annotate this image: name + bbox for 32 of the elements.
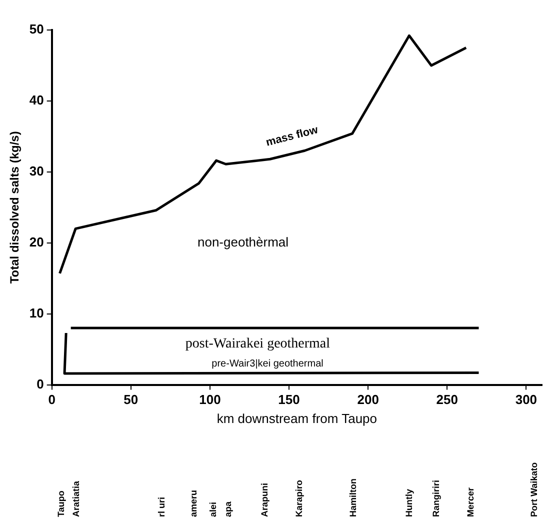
y-tick-label: 0 — [36, 376, 44, 392]
x-tick-label: 100 — [199, 392, 221, 408]
text: Karapiro — [294, 479, 304, 517]
annotation: mass flow — [264, 124, 320, 149]
x-axis-title: km downstream from Taupo — [216, 410, 378, 426]
text: Arapuni — [260, 482, 270, 517]
text: Aratiatia — [70, 480, 81, 517]
y-tick-label: 50 — [29, 22, 44, 37]
text: apa — [222, 500, 233, 517]
x-tick-label: 250 — [436, 392, 458, 408]
y-tick-label: 40 — [29, 92, 44, 108]
text: rl uri — [156, 496, 167, 517]
text: Taupo — [56, 490, 66, 517]
annotation: post-Wairakei geothermal — [185, 336, 330, 352]
x-tick-label: 200 — [357, 392, 379, 408]
annotation: pre-Wair3|kei geothermal — [212, 358, 324, 370]
y-tick-label: 30 — [29, 164, 44, 178]
text: ameru — [188, 490, 198, 517]
text: Huntly — [404, 489, 414, 517]
annotation: non-geothèrmal — [197, 234, 289, 250]
x-tick-label: 50 — [124, 392, 138, 408]
text: Hamilton — [348, 478, 358, 517]
text: Rangiriri — [431, 480, 442, 517]
y-axis-title: Total dissolved salts (kg/s) — [8, 131, 22, 284]
y-tick-label: 20 — [29, 234, 44, 250]
x-tick-label: 300 — [515, 392, 538, 408]
text: alei — [208, 502, 218, 517]
x-tick-label: 0 — [48, 392, 56, 408]
text: Port Waikato — [529, 462, 540, 517]
y-tick-label: 10 — [29, 305, 44, 320]
x-tick-label: 150 — [278, 392, 300, 408]
text: Mercer — [465, 486, 476, 517]
